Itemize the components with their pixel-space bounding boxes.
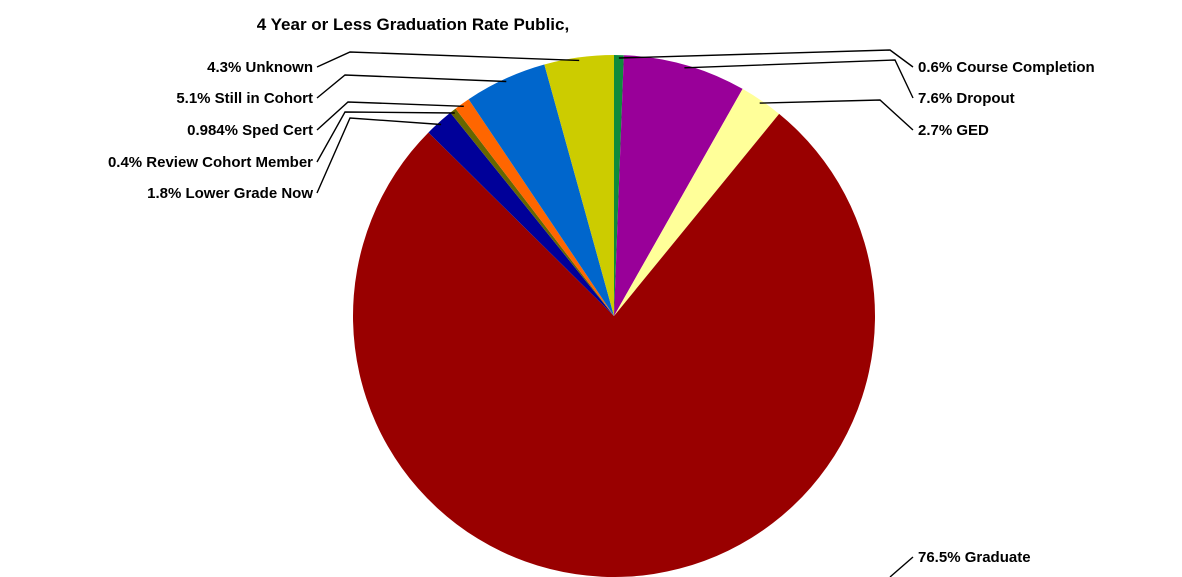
leader-line-still-in-cohort: [316, 74, 507, 99]
slice-label-graduate: 76.5% Graduate: [918, 549, 1031, 566]
slice-label-dropout: 7.6% Dropout: [918, 90, 1015, 107]
slice-label-sped-cert: 0.984% Sped Cert: [187, 122, 313, 139]
pie-slice-unknown: [544, 55, 614, 316]
pie-slice-sped-cert: [455, 99, 614, 316]
leader-line-review-cohort-member: [316, 111, 455, 163]
leader-line-unknown: [316, 51, 580, 68]
leader-line-graduate: [889, 556, 914, 577]
slice-label-ged: 2.7% GED: [918, 122, 989, 139]
slice-label-course-completion: 0.6% Course Completion: [918, 59, 1095, 76]
pie-slice-graduate: [353, 113, 875, 577]
slice-label-lower-grade-now: 1.8% Lower Grade Now: [147, 185, 313, 202]
leader-lines: [316, 49, 914, 577]
slice-label-still-in-cohort: 5.1% Still in Cohort: [176, 90, 313, 107]
slice-label-review-cohort-member: 0.4% Review Cohort Member: [108, 154, 313, 171]
pie-slice-ged: [614, 88, 780, 316]
leader-line-lower-grade-now: [316, 117, 442, 194]
slice-labels: 0.6% Course Completion 7.6% Dropout 2.7% G…: [108, 59, 1095, 566]
slice-label-unknown: 4.3% Unknown: [207, 59, 313, 76]
pie-slice-lower-grade-now: [428, 112, 614, 316]
leader-line-course-completion: [618, 49, 914, 68]
pie-slice-still-in-cohort: [468, 64, 614, 316]
leader-line-dropout: [684, 59, 914, 99]
pie-slices: [353, 55, 875, 577]
leader-line-sped-cert: [316, 101, 464, 131]
chart-title: 4 Year or Less Graduation Rate Public,: [257, 15, 569, 34]
pie-slice-course-completion: [614, 55, 624, 316]
pie-slice-review-cohort-member: [450, 108, 614, 316]
leader-line-ged: [759, 99, 914, 131]
pie-slice-dropout: [614, 55, 743, 316]
